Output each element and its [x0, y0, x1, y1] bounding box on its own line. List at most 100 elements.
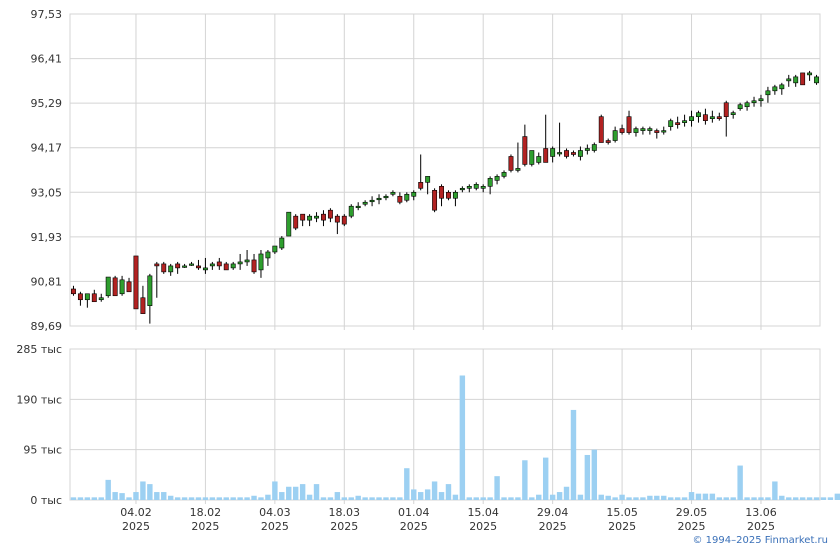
date-tick-label: 13.06 [745, 506, 777, 519]
candle [689, 110, 694, 127]
volume-bar [376, 497, 382, 500]
candle-body [709, 116, 715, 119]
candle-body [480, 186, 486, 189]
volume-bar [299, 484, 306, 500]
candle-body [807, 72, 813, 76]
candle-body [418, 182, 424, 189]
volume-bar [661, 495, 667, 500]
candle-body [779, 84, 785, 90]
volume-bar [751, 497, 757, 500]
candle-body [647, 128, 653, 131]
candle-body [182, 265, 188, 268]
candle [147, 273, 153, 324]
candle-body [133, 255, 139, 310]
volume-bar [91, 497, 98, 500]
candle-body [189, 263, 194, 266]
volume-bar [404, 468, 410, 500]
candle [605, 138, 611, 145]
candle [564, 148, 569, 159]
volume-bar [674, 497, 681, 500]
volume-bar [626, 497, 632, 500]
candle [640, 126, 646, 135]
candle [230, 261, 236, 270]
candle [647, 126, 653, 135]
candle-body [744, 102, 750, 108]
candle-body [584, 148, 590, 151]
volume-bar [688, 492, 695, 500]
price-grid [69, 13, 821, 330]
volume-bar [765, 497, 771, 500]
price-tick-label: 97,53 [31, 8, 63, 21]
volume-bar [529, 497, 535, 500]
candle [223, 261, 229, 271]
candle-body [71, 288, 76, 295]
volume-bar [327, 497, 334, 500]
volume-bar [459, 375, 466, 500]
candle [279, 236, 285, 250]
candle [425, 176, 431, 195]
price-tick-label: 93,05 [31, 186, 63, 199]
candle [577, 146, 583, 161]
volume-bar [216, 497, 223, 500]
candle [154, 261, 160, 298]
date-tick-year: 2025 [261, 520, 289, 533]
candle-body [696, 112, 701, 117]
volume-bar [730, 497, 736, 500]
candle [77, 291, 83, 306]
candle [126, 277, 132, 293]
candle-body [397, 195, 403, 203]
candle-body [605, 140, 611, 143]
volume-bar [105, 479, 111, 500]
candle [571, 150, 576, 157]
price-candles [71, 70, 819, 324]
candle-body [466, 186, 472, 189]
date-tick-label: 15.04 [467, 506, 499, 519]
volume-bar [237, 497, 243, 500]
candle-body [612, 130, 618, 141]
candle [432, 188, 438, 213]
candle [536, 152, 542, 165]
candle-body [369, 199, 375, 203]
candle-body [119, 279, 125, 295]
volume-bar [126, 497, 132, 500]
volume-bar [508, 497, 514, 500]
candle [800, 72, 806, 86]
candle-body [730, 112, 736, 115]
candle-body [216, 261, 222, 267]
candle-body [564, 150, 569, 157]
candle [459, 186, 465, 193]
volume-bar [355, 495, 361, 500]
candle-body [105, 276, 111, 297]
candle-body [800, 72, 806, 86]
price-tick-label: 94,17 [31, 142, 63, 155]
date-tick-label: 18.02 [190, 506, 222, 519]
candle-body [175, 263, 181, 269]
candle [418, 154, 424, 191]
volume-bar [223, 497, 229, 500]
candle [112, 275, 118, 297]
candle-body [515, 168, 521, 171]
volume-bar [772, 481, 778, 500]
date-tick-year: 2025 [400, 520, 428, 533]
volume-bar [140, 481, 146, 500]
candle-body [626, 116, 632, 133]
candle [105, 276, 111, 298]
candle [91, 289, 97, 303]
candle [452, 190, 458, 207]
date-tick-year: 2025 [608, 520, 636, 533]
volume-bar [272, 481, 278, 500]
candle-body [258, 253, 264, 271]
date-tick-year: 2025 [469, 520, 497, 533]
volume-bar [536, 494, 542, 500]
candle [341, 214, 347, 227]
candle [348, 204, 354, 219]
candle-body [126, 281, 132, 293]
candle [446, 190, 451, 201]
candle-body [147, 275, 153, 307]
candle [251, 253, 257, 274]
date-tick-year: 2025 [678, 520, 706, 533]
candle-body [348, 205, 354, 217]
volume-bar [320, 497, 327, 500]
date-tick-label: 29.04 [537, 506, 569, 519]
